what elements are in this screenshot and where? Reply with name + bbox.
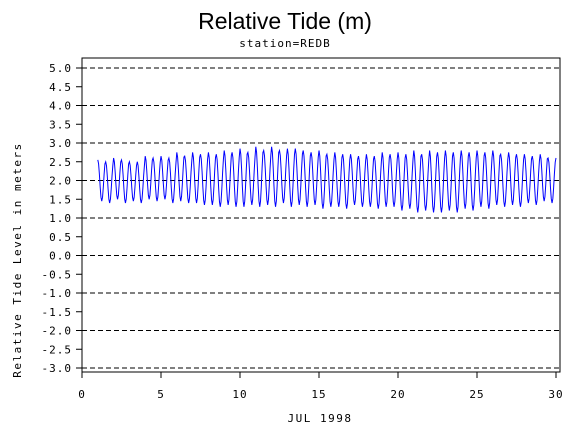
x-axis-label: JUL 1998 [288, 412, 353, 425]
y-tick-label: -1.0 [42, 287, 73, 300]
y-tick-label: 0.5 [49, 231, 72, 244]
x-tick-label: 0 [78, 388, 86, 401]
plot-frame [81, 57, 561, 373]
y-tick-label: 2.5 [49, 156, 72, 169]
y-tick-label: -2.0 [42, 325, 73, 338]
y-axis: 5.0 4.5 4.0 3.5 3.0 2.5 2.0 1.5 1.0 0.5 0.0 -0.5 -1.… [42, 62, 82, 375]
y-tick-label: 0.0 [49, 250, 72, 263]
x-tick-label: 15 [311, 388, 326, 401]
x-tick-label: 20 [390, 388, 405, 401]
y-tick-label: -3.0 [42, 362, 73, 375]
grid-lines [82, 67, 560, 369]
y-axis-label: Relative Tide Level in meters [11, 142, 24, 378]
y-tick-label: 4.0 [49, 100, 72, 113]
x-tick-label: 25 [469, 388, 484, 401]
y-tick-label: 4.5 [49, 81, 72, 94]
chart-subtitle: station=REDB [239, 37, 330, 50]
x-tick-label: 5 [157, 388, 165, 401]
y-tick-label: 3.5 [49, 118, 72, 131]
x-tick-label: 30 [548, 388, 563, 401]
series-layer [97, 146, 557, 213]
x-axis: 0 5 10 15 20 25 30 [78, 372, 563, 401]
x-tick-label: 10 [232, 388, 247, 401]
chart-title: Relative Tide (m) [198, 8, 372, 34]
y-tick-label: 2.0 [49, 175, 72, 188]
y-tick-label: 3.0 [49, 137, 72, 150]
y-tick-label: -2.5 [42, 343, 73, 356]
y-tick-label: 5.0 [49, 62, 72, 75]
y-tick-label: -0.5 [42, 268, 73, 281]
y-tick-label: 1.0 [49, 212, 72, 225]
y-tick-label: -1.5 [42, 306, 73, 319]
tide-series-line [97, 146, 557, 213]
y-tick-label: 1.5 [49, 193, 72, 206]
